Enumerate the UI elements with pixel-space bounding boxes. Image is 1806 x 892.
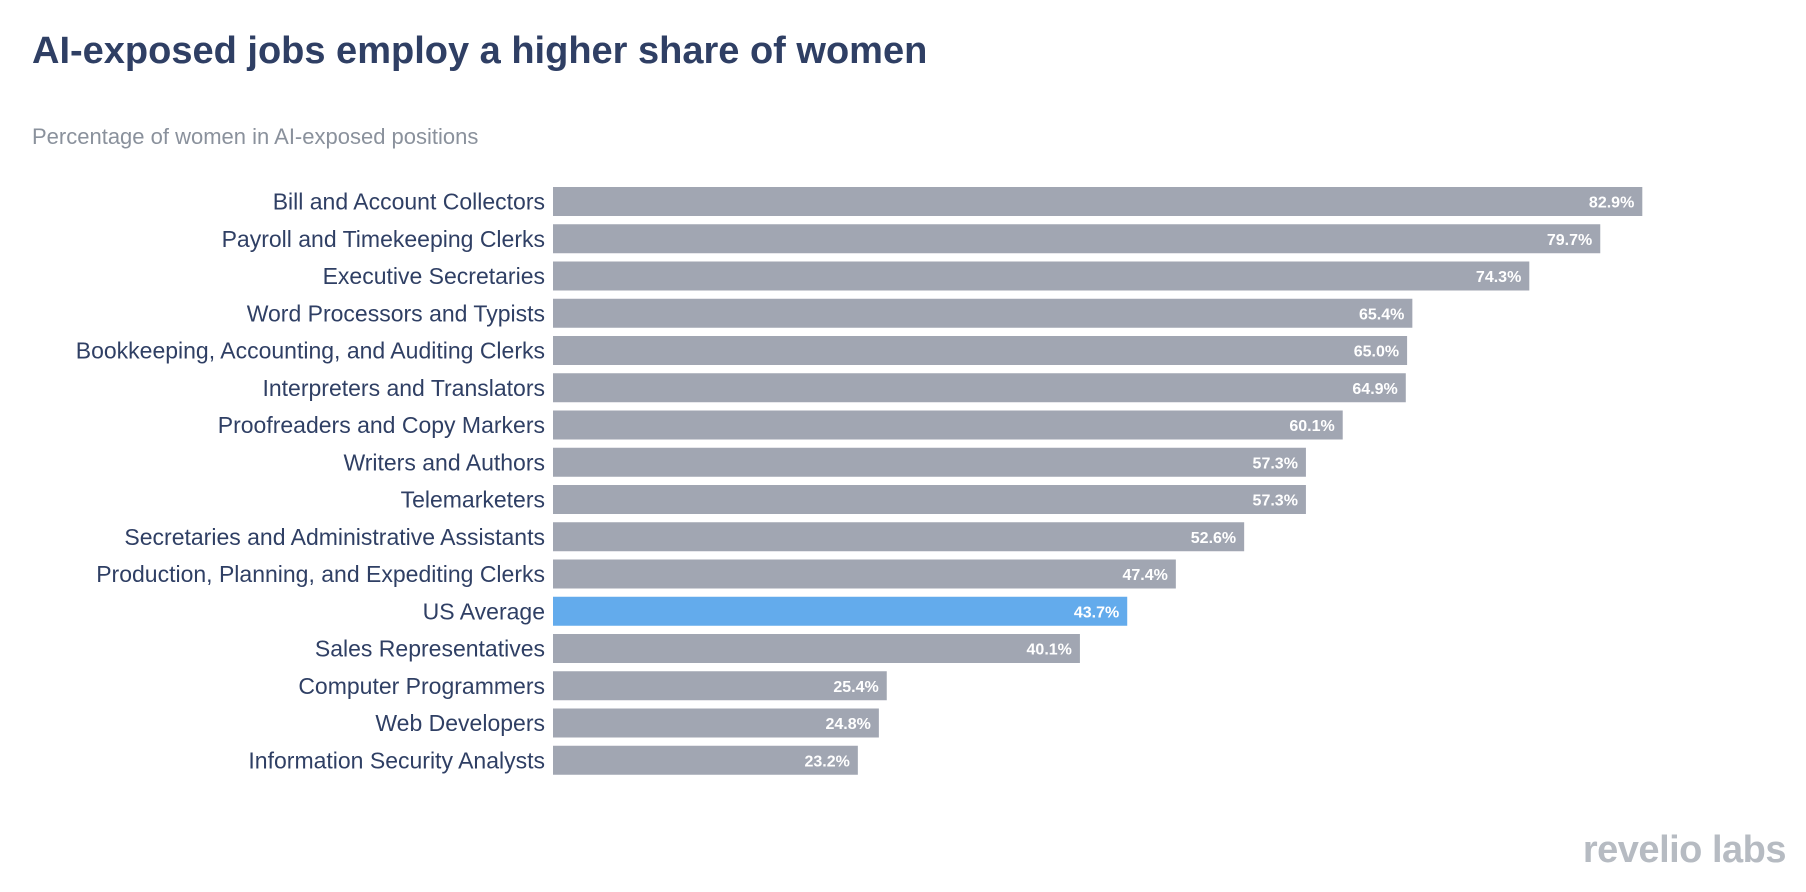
- bar: [553, 745, 858, 775]
- category-label: Proofreaders and Copy Markers: [218, 412, 545, 438]
- bar: [553, 447, 1306, 477]
- bar-row: Secretaries and Administrative Assistant…: [124, 522, 1245, 552]
- chart-title: AI-exposed jobs employ a higher share of…: [32, 30, 928, 72]
- value-label: 60.1%: [1289, 418, 1334, 435]
- category-label: Telemarketers: [401, 487, 545, 513]
- value-label: 79.7%: [1547, 232, 1592, 249]
- bar: [553, 559, 1176, 589]
- value-label: 82.9%: [1589, 195, 1634, 212]
- value-label: 64.9%: [1352, 381, 1397, 398]
- value-label: 24.8%: [825, 716, 870, 733]
- category-label: Secretaries and Administrative Assistant…: [124, 524, 545, 550]
- bar-row: Sales Representatives 40.1%: [315, 634, 1080, 663]
- bar: [553, 634, 1080, 663]
- value-label: 65.4%: [1359, 306, 1404, 323]
- category-label: Information Security Analysts: [248, 747, 545, 773]
- bar-row: US Average 43.7%: [423, 596, 1128, 626]
- bar: [553, 708, 879, 738]
- bar: [553, 261, 1530, 291]
- bar-row: Information Security Analysts 23.2%: [248, 745, 858, 775]
- bar: [553, 596, 1128, 626]
- bar-row: Telemarketers 57.3%: [401, 485, 1306, 514]
- category-label: Word Processors and Typists: [247, 300, 545, 326]
- bar-row: Word Processors and Typists 65.4%: [247, 298, 1413, 328]
- bar-row: Executive Secretaries 74.3%: [323, 261, 1530, 291]
- bar-row: Web Developers 24.8%: [375, 708, 879, 738]
- bar: [553, 224, 1601, 254]
- bar-row: Writers and Authors 57.3%: [343, 447, 1306, 477]
- category-label: Computer Programmers: [298, 673, 545, 699]
- bar-row: Production, Planning, and Expediting Cle…: [96, 559, 1176, 589]
- bar-row: Bookkeeping, Accounting, and Auditing Cl…: [76, 336, 1408, 365]
- bar: [553, 671, 887, 701]
- category-label: Web Developers: [375, 710, 545, 736]
- category-label: Payroll and Timekeeping Clerks: [222, 226, 545, 252]
- category-label: Bookkeeping, Accounting, and Auditing Cl…: [76, 338, 545, 364]
- bar: [553, 373, 1406, 403]
- bar-row: Computer Programmers 25.4%: [298, 671, 887, 701]
- value-label: 40.1%: [1027, 642, 1072, 659]
- value-label: 57.3%: [1253, 493, 1298, 510]
- category-label: Bill and Account Collectors: [273, 189, 545, 215]
- category-label: Production, Planning, and Expediting Cle…: [96, 561, 545, 587]
- value-label: 57.3%: [1253, 455, 1298, 472]
- value-label: 47.4%: [1122, 567, 1167, 584]
- bar: [553, 485, 1306, 514]
- bar: [553, 410, 1343, 440]
- value-label: 25.4%: [833, 679, 878, 696]
- chart-subtitle: Percentage of women in AI-exposed positi…: [32, 124, 479, 149]
- value-label: 65.0%: [1354, 344, 1399, 361]
- bar: [553, 336, 1408, 365]
- category-label: US Average: [423, 598, 545, 624]
- bar-row: Interpreters and Translators 64.9%: [262, 373, 1406, 403]
- bar-row: Proofreaders and Copy Markers 60.1%: [218, 410, 1343, 440]
- bar-row: Payroll and Timekeeping Clerks 79.7%: [222, 224, 1601, 254]
- category-label: Executive Secretaries: [323, 263, 545, 289]
- category-label: Sales Representatives: [315, 636, 545, 662]
- bar-row: Bill and Account Collectors 82.9%: [273, 187, 1643, 216]
- value-label: 23.2%: [804, 753, 849, 770]
- bar: [553, 187, 1643, 216]
- category-label: Writers and Authors: [343, 449, 545, 475]
- value-label: 43.7%: [1074, 604, 1119, 621]
- bar: [553, 298, 1413, 328]
- bar: [553, 522, 1245, 552]
- brand-logo: revelio labs: [1582, 829, 1787, 871]
- value-label: 74.3%: [1476, 269, 1521, 286]
- value-label: 52.6%: [1191, 530, 1236, 547]
- category-label: Interpreters and Translators: [262, 375, 545, 401]
